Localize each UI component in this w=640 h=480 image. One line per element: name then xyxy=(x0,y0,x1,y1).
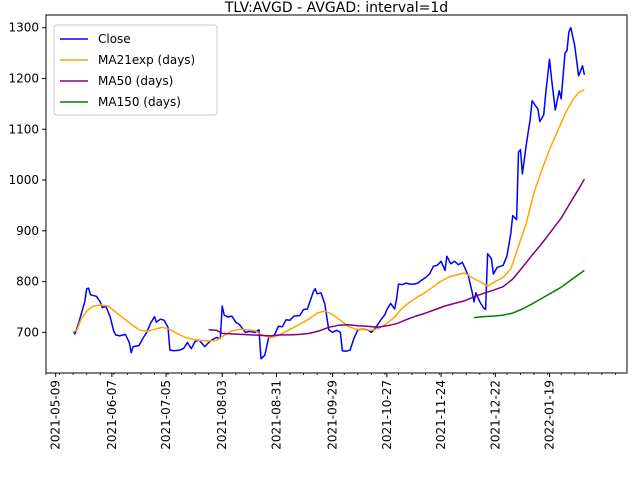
legend-box xyxy=(53,24,218,116)
axes-layer: 700 800 900 1000 1100 1200 1300 2021-05-09 2021-… xyxy=(8,14,628,450)
x-tick-label: 2021-06-07 xyxy=(105,380,119,450)
y-tick-label: 700 xyxy=(16,325,39,339)
series-line-2 xyxy=(72,88,585,342)
x-tick-label: 2021-08-31 xyxy=(269,380,283,450)
chart-title: TLV:AVGD - AVGAD: interval=1d xyxy=(224,0,448,16)
legend: Close MA21exp (days) MA50 (days) MA150 (day… xyxy=(53,24,218,116)
y-tick-label: 1200 xyxy=(8,71,39,85)
y-tick-label: 900 xyxy=(16,224,39,238)
y-tick-label: 800 xyxy=(16,275,39,289)
x-tick-label: 2021-11-24 xyxy=(434,380,448,450)
y-tick-label: 1300 xyxy=(8,21,39,35)
series-layer xyxy=(72,26,586,360)
x-tick-label: 2021-08-03 xyxy=(215,380,229,450)
y-tick-label: 1100 xyxy=(8,122,39,136)
legend-entry: MA150 (days) xyxy=(98,95,181,109)
x-tick-label: 2021-10-27 xyxy=(380,380,394,450)
series-line-4 xyxy=(473,269,585,319)
x-tick-label: 2021-05-09 xyxy=(49,380,63,450)
plot-frame xyxy=(45,14,628,374)
x-tick-label: 2022-01-19 xyxy=(543,380,557,450)
x-tick-label: 2021-07-05 xyxy=(159,380,173,450)
x-tick-label: 2021-09-29 xyxy=(326,380,340,450)
series-line-3 xyxy=(208,178,586,337)
series-line-1 xyxy=(72,26,586,360)
legend-entry: MA50 (days) xyxy=(98,74,173,88)
y-tick-label: 1000 xyxy=(8,173,39,187)
legend-entry: Close xyxy=(98,32,131,46)
x-tick-label: 2021-12-22 xyxy=(488,380,502,450)
legend-entry: MA21exp (days) xyxy=(98,53,195,67)
